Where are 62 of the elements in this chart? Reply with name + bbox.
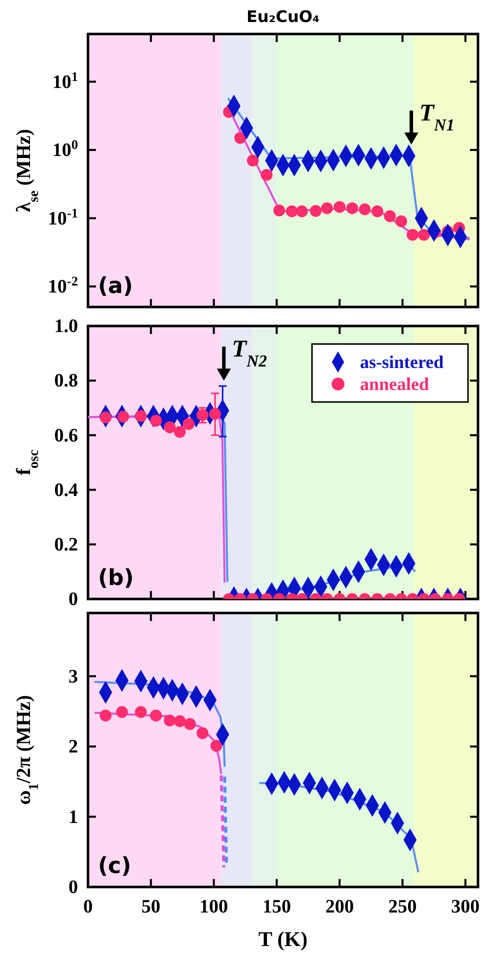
point	[196, 409, 208, 421]
point	[246, 154, 259, 166]
point	[210, 740, 222, 752]
point	[174, 426, 186, 438]
y-tick-label: 0.4	[54, 480, 78, 501]
point	[310, 204, 322, 217]
point	[334, 201, 346, 213]
x-tick-label: 100	[200, 896, 228, 918]
x-tick-label: 250	[388, 896, 417, 918]
y-tick-label: 1	[68, 806, 78, 828]
y-tick-label: 0.8	[54, 370, 78, 392]
legend-label: as-sintered	[360, 352, 444, 372]
point	[150, 414, 162, 427]
annotation: (a)	[98, 274, 133, 299]
annotation: T$_{N1}$	[419, 100, 455, 134]
y-tick-label: 10$^{-2}$	[48, 273, 78, 298]
point	[371, 205, 384, 218]
point	[358, 203, 371, 216]
y-tick-label: 10$^{-1}$	[48, 204, 78, 230]
y-tick-label: 3	[68, 666, 78, 688]
point	[134, 706, 147, 718]
chart-title: Eu₂CuO₄	[246, 7, 320, 26]
annotation: (c)	[98, 854, 132, 879]
point	[286, 205, 298, 218]
y-tick-label: 0	[68, 877, 78, 898]
point	[164, 714, 176, 726]
annotation: (b)	[98, 566, 134, 591]
point	[150, 710, 162, 722]
point	[260, 169, 273, 181]
x-tick-label: 150	[262, 896, 291, 918]
point	[182, 418, 195, 430]
point	[174, 715, 186, 728]
y-tick-label: 0.6	[54, 425, 78, 446]
x-tick-label: 200	[325, 896, 354, 918]
annotation: T$_{N2}$	[232, 336, 268, 370]
point	[273, 204, 286, 216]
point	[384, 210, 396, 222]
point	[406, 228, 418, 241]
y-tick-label: 0.2	[54, 534, 78, 556]
x-tick-label: 0	[83, 896, 93, 918]
point	[116, 706, 128, 718]
x-axis-title: T (K)	[258, 927, 308, 951]
y-tick-label: 0	[68, 589, 78, 610]
y-tick-label: 10$^{0}$	[52, 136, 78, 162]
point	[184, 718, 196, 730]
y-tick-label: 1.0	[54, 316, 78, 338]
point	[418, 228, 430, 241]
point	[196, 727, 208, 740]
point	[296, 205, 308, 218]
point	[117, 410, 130, 423]
point	[209, 408, 221, 420]
point	[100, 710, 112, 722]
point	[395, 215, 408, 228]
point	[234, 132, 246, 144]
point	[164, 421, 176, 434]
x-tick-label: 50	[141, 896, 160, 918]
y-tick-label: 2	[68, 736, 78, 758]
point	[321, 202, 333, 214]
x-tick-label: 300	[451, 896, 480, 918]
y-tick-label: 10$^{1}$	[52, 68, 78, 93]
point	[346, 202, 358, 214]
legend-label: annealed	[360, 374, 430, 394]
